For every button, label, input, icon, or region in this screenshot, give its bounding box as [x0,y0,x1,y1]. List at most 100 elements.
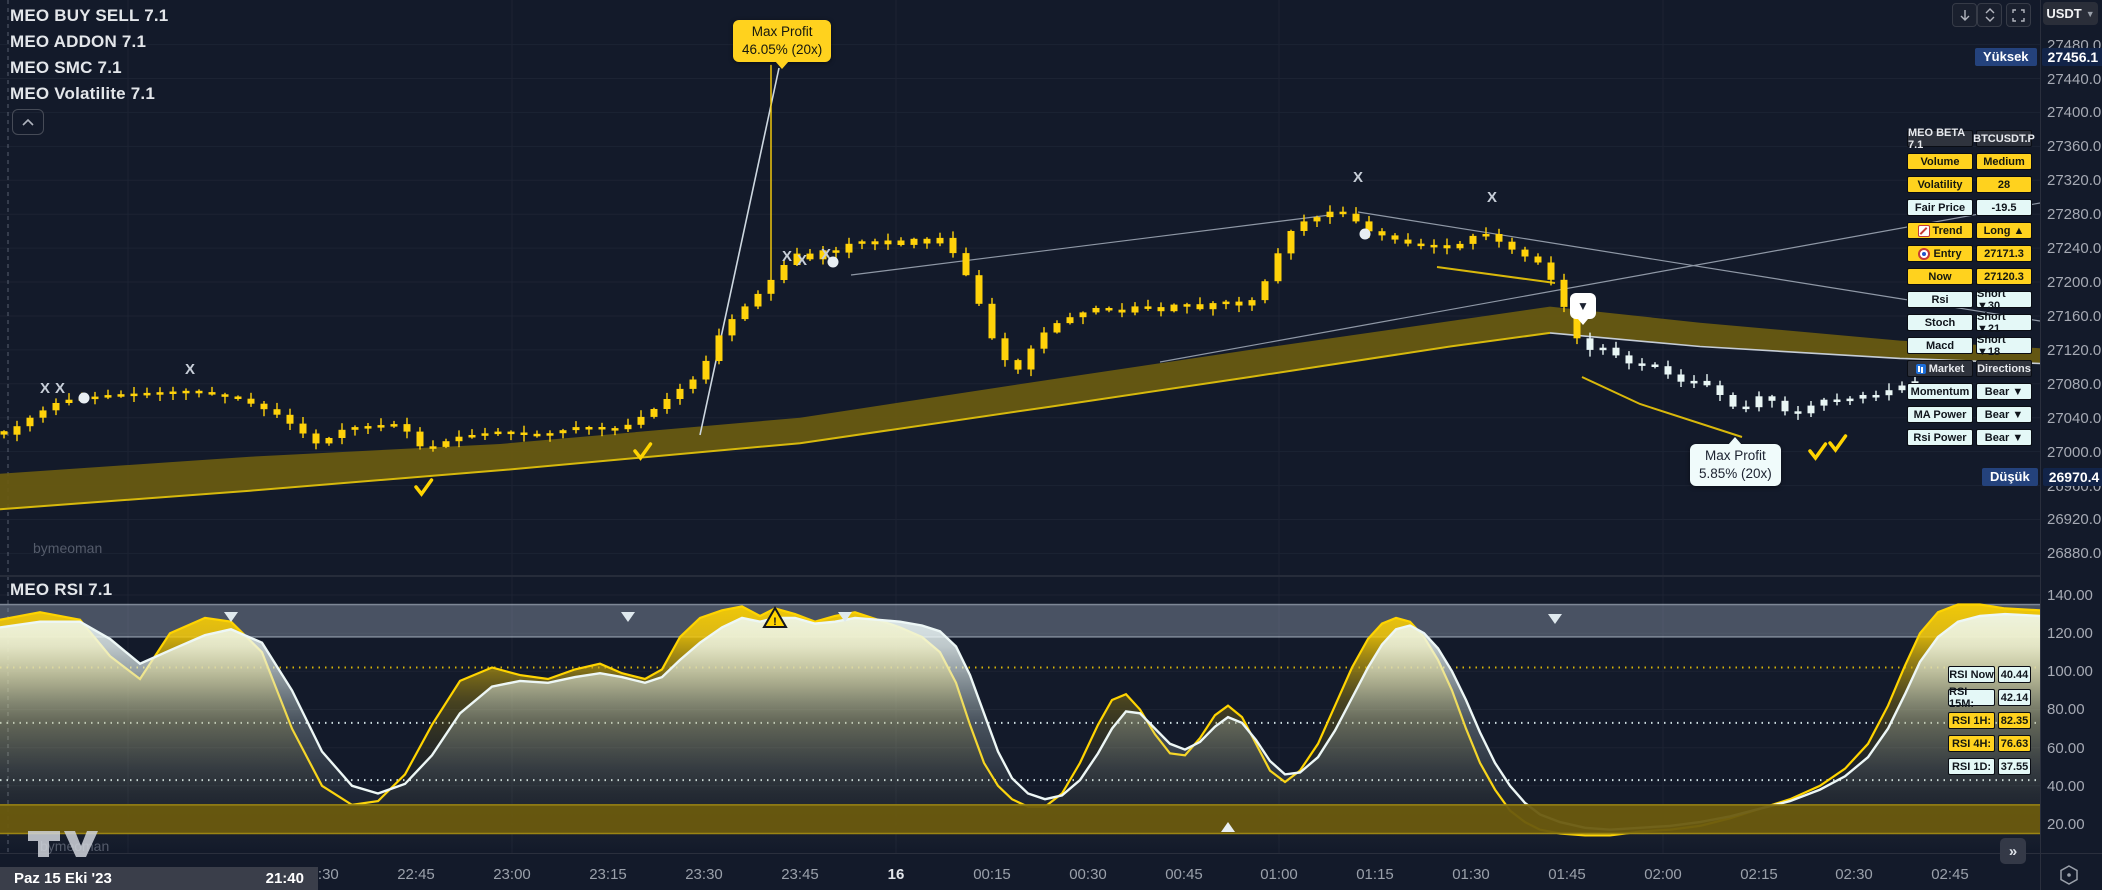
time-tick-label: 23:30 [685,866,723,883]
row-label: Macd [1925,339,1955,352]
value-cell: 76.63 [1998,735,2031,752]
indicator-label-1[interactable]: MEO ADDON 7.1 [10,32,147,51]
session-low-marker: Düşük 26970.4 [1982,468,2102,486]
label-cell: Volatility [1907,176,1973,193]
check-marker [414,478,434,497]
value-cell: Short ▼30 [1976,288,2032,312]
check-marker [633,442,653,461]
value-cell: BTCUSDT.P [1973,130,2035,147]
trend-line[interactable] [1436,266,1556,284]
overbought-band [0,604,2040,637]
price-tick-label: 27200.0 [2047,274,2102,292]
currency-label: USDT [2046,6,2082,21]
trend-flip-marker: ▼ [1570,293,1596,325]
value-cell: 37.55 [1998,758,2031,775]
value-cell: Bear ▼ [1976,406,2032,423]
label-cell: RSI Now [1948,666,1995,683]
time-tick-label: 01:15 [1356,866,1394,883]
chart-canvas[interactable]: X XXX X XXX! [0,0,2040,853]
tooltip-title: Max Profit [751,24,813,39]
trend-line[interactable] [850,214,1331,276]
crosshair-time-badge: Paz 15 Eki '23 21:40 [0,867,318,890]
label-cell: Rsi Power [1907,429,1973,446]
dot-marker [1359,228,1371,240]
x-marker: X [55,380,65,397]
time-tick-label: 02:45 [1931,866,1969,883]
value-cell: Long ▲ [1976,222,2032,239]
tooltip-arrow [1728,437,1743,445]
time-tick-label: 02:15 [1740,866,1778,883]
time-tick-label: 23:15 [589,866,627,883]
row-label: Entry [1933,247,1962,260]
label-cell: MEO BETA 7.1 [1907,127,1973,151]
trend-line[interactable] [699,67,780,436]
rsi-slow-area [0,614,2040,851]
label-cell: Trend [1907,222,1973,239]
tooltip-arrow [775,61,790,69]
label-cell: Entry [1907,245,1973,262]
collapse-pane-button[interactable] [1977,3,2002,27]
price-tick-label: 27160.0 [2047,307,2102,325]
warning-triangle-icon [762,606,788,628]
max-profit-up-tooltip: Max Profit 46.05% (20x) [733,20,832,69]
time-axis-settings-icon[interactable] [2058,864,2080,886]
rsi-tick-label: 80.00 [2047,701,2085,719]
rsi-tick-label: 120.00 [2047,625,2093,643]
row-label: RSI Now [1949,668,1994,681]
chevron-down-icon: ▼ [2085,8,2095,19]
time-tick-label: 00:45 [1165,866,1203,883]
table-row: Stoch Short ▼21 [1907,311,2032,335]
row-label: Rsi [1931,293,1949,306]
time-tick-label: 01:45 [1548,866,1586,883]
indicators-collapse-button[interactable] [12,109,44,135]
high-value: 27456.1 [2041,48,2102,66]
table-row: Rsi Power Bear ▼ [1907,429,2032,446]
label-cell: Stoch [1907,314,1973,331]
value-cell: 27171.3 [1976,245,2032,262]
indicator-label-0[interactable]: MEO BUY SELL 7.1 [10,6,169,25]
label-cell: Macd [1907,337,1973,354]
time-tick-label: 22:45 [397,866,435,883]
table-row: RSI 1D: 37.55 [1948,758,2031,775]
price-tick-label: 27040.0 [2047,409,2102,427]
value-cell: 28 [1976,176,2032,193]
row-label: RSI 15M: [1949,685,1975,710]
rsi-pane-label[interactable]: MEO RSI 7.1 [10,580,113,599]
value-cell: 40.44 [1998,666,2031,683]
table-row: RSI 15M: 42.14 [1948,686,2031,710]
x-marker: X [797,252,807,269]
time-tick-label: 01:30 [1452,866,1490,883]
indicator-label-3[interactable]: MEO Volatilite 7.1 [10,84,155,103]
price-tick-label: 26880.0 [2047,545,2102,563]
high-label: Yüksek [1975,48,2037,66]
trend-line[interactable] [1581,376,1743,438]
check-marker [1828,434,1848,453]
maximize-pane-button[interactable] [2006,3,2031,27]
target-icon [1918,247,1931,260]
currency-dropdown[interactable]: USDT ▼ [2043,2,2098,25]
table-row: RSI 1H: 82.35 [1948,712,2031,729]
indicator-label-2[interactable]: MEO SMC 7.1 [10,58,122,77]
row-label: MA Power [1913,408,1967,421]
row-label: RSI 1H: [1951,714,1992,727]
rsi-tick-label: 20.00 [2047,815,2085,833]
indicator-stack: MEO BUY SELL 7.1 MEO ADDON 7.1 MEO SMC 7.1… [10,6,168,104]
label-cell: Rsi [1907,291,1973,308]
table-row: Fair Price -19.5 [1907,199,2032,216]
table-row: MEO BETA 7.1 BTCUSDT.P [1907,127,2035,151]
rsi-tick-label: 60.00 [2047,739,2085,757]
price-tick-label: 26920.0 [2047,511,2102,529]
tooltip-value: 46.05% (20x) [742,42,823,57]
scroll-down-button[interactable] [1952,3,1977,27]
check-marker [1808,442,1828,461]
tradingview-logo[interactable] [26,828,106,860]
chevron-up-icon [22,118,34,126]
go-to-realtime-button[interactable]: » [2000,838,2026,864]
collapse-vertical-icon [1985,8,1994,22]
author-watermark: bymeoman [33,540,103,556]
label-cell: Fair Price [1907,199,1973,216]
x-marker: X [40,380,50,397]
trend-line[interactable] [1159,202,2040,363]
meo-beta-panel: MEO BETA 7.1 BTCUSDT.P Volume Medium Volatil… [1907,127,2035,452]
table-row: Momentum Bear ▼ [1907,383,2032,400]
